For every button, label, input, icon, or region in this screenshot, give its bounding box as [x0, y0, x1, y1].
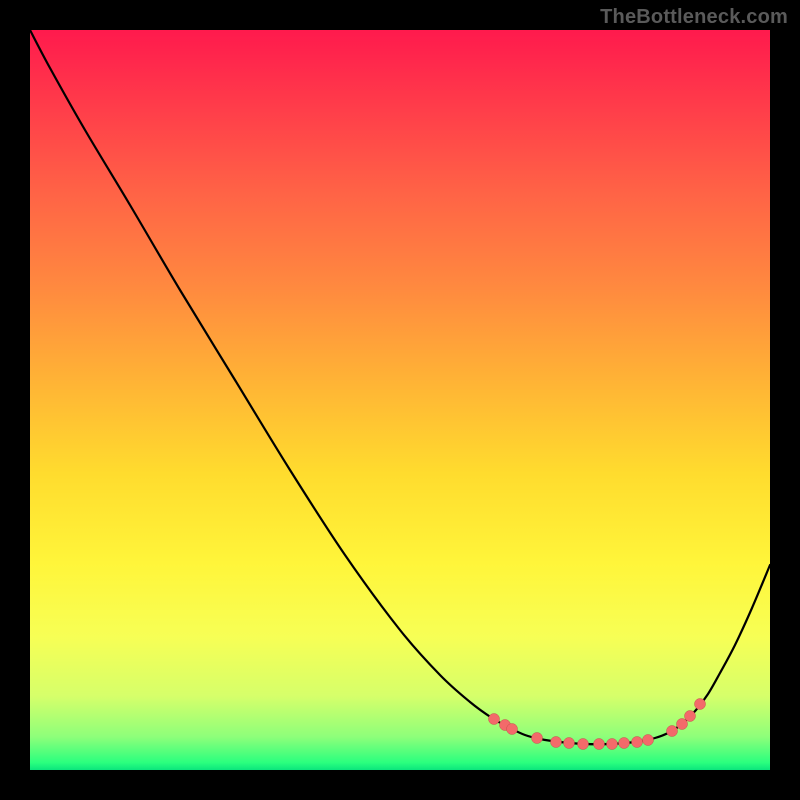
marker-dot	[564, 738, 575, 749]
bottleneck-curve-chart	[0, 0, 800, 800]
watermark-text: TheBottleneck.com	[600, 6, 788, 29]
marker-dot	[578, 739, 589, 750]
chart-container: TheBottleneck.com	[0, 0, 800, 800]
marker-dot	[594, 739, 605, 750]
marker-dot	[489, 714, 500, 725]
marker-dot	[507, 724, 518, 735]
marker-dot	[532, 733, 543, 744]
plot-background	[30, 30, 770, 770]
marker-dot	[619, 738, 630, 749]
marker-dot	[551, 737, 562, 748]
marker-dot	[695, 699, 706, 710]
marker-dot	[685, 711, 696, 722]
marker-dot	[677, 719, 688, 730]
marker-dot	[667, 726, 678, 737]
marker-dot	[607, 739, 618, 750]
marker-dot	[643, 735, 654, 746]
marker-dot	[632, 737, 643, 748]
